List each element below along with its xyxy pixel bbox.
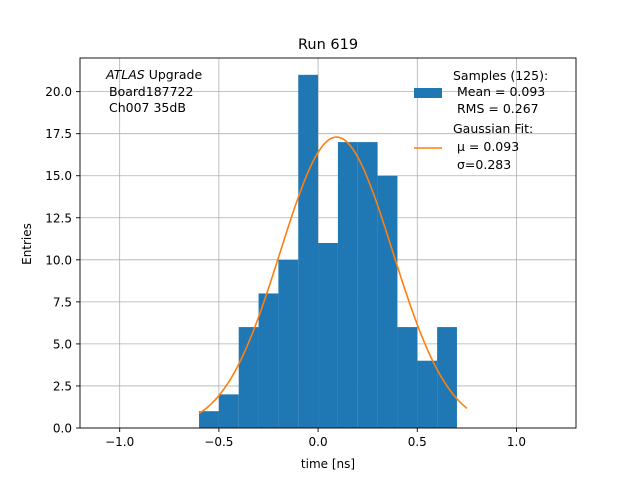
histogram-bar <box>337 142 358 428</box>
svg-text:ATLAS Upgrade: ATLAS Upgrade <box>105 67 202 82</box>
histogram-bar <box>377 175 398 428</box>
legend: Samples (125): Mean = 0.093 RMS = 0.267 … <box>414 68 548 172</box>
y-tick-label: 20.0 <box>45 85 72 99</box>
axis-ticks: −1.0 −0.5 0.0 0.5 1.0 0.0 2.5 5.0 7.5 10.0 12.5 15.… <box>45 85 526 449</box>
histogram-bars <box>199 74 457 429</box>
chart-title: Run 619 <box>298 37 358 53</box>
legend-samples-title: Samples (125): <box>453 68 548 83</box>
legend-fit-title: Gaussian Fit: <box>453 121 533 136</box>
annotation-channel: Ch007 35dB <box>109 100 186 115</box>
y-tick-label: 0.0 <box>53 422 72 436</box>
legend-fit-mu: μ = 0.093 <box>457 139 519 154</box>
y-tick-label: 7.5 <box>53 295 72 309</box>
y-tick-label: 17.5 <box>45 127 72 141</box>
x-axis-label: time [ns] <box>301 457 355 471</box>
histogram-bar <box>357 142 378 428</box>
legend-samples-mean: Mean = 0.093 <box>457 84 545 99</box>
x-tick-label: 0.0 <box>309 435 328 449</box>
y-axis-label: Entries <box>20 223 34 265</box>
histogram-bar <box>218 394 239 428</box>
histogram-bar <box>278 259 299 428</box>
histogram-bar <box>298 74 319 429</box>
legend-fit-sigma: σ=0.283 <box>457 157 511 172</box>
atlas-annotation: ATLAS Upgrade Board187722 Ch007 35dB <box>105 67 202 115</box>
histogram-bar <box>437 327 457 428</box>
legend-samples-rms: RMS = 0.267 <box>457 101 539 116</box>
histogram-bar <box>318 243 338 428</box>
y-tick-label: 2.5 <box>53 379 72 393</box>
gaussian-fit-curve <box>198 136 468 415</box>
y-tick-label: 10.0 <box>45 253 72 267</box>
histogram-bar <box>199 411 219 428</box>
y-tick-label: 5.0 <box>53 337 72 351</box>
annotation-upgrade: Upgrade <box>145 67 203 82</box>
legend-samples-swatch <box>414 88 442 98</box>
annotation-board: Board187722 <box>109 84 193 99</box>
histogram-bar <box>397 327 418 428</box>
histogram-bar <box>258 293 279 428</box>
y-tick-label: 15.0 <box>45 169 72 183</box>
annotation-atlas-italic: ATLAS <box>105 67 145 82</box>
x-tick-label: 1.0 <box>507 435 526 449</box>
axes-frame <box>79 57 577 429</box>
histogram-bar <box>417 360 438 428</box>
x-tick-label: −0.5 <box>204 435 233 449</box>
y-tick-label: 12.5 <box>45 211 72 225</box>
x-tick-label: 0.5 <box>408 435 427 449</box>
x-tick-label: −1.0 <box>105 435 134 449</box>
